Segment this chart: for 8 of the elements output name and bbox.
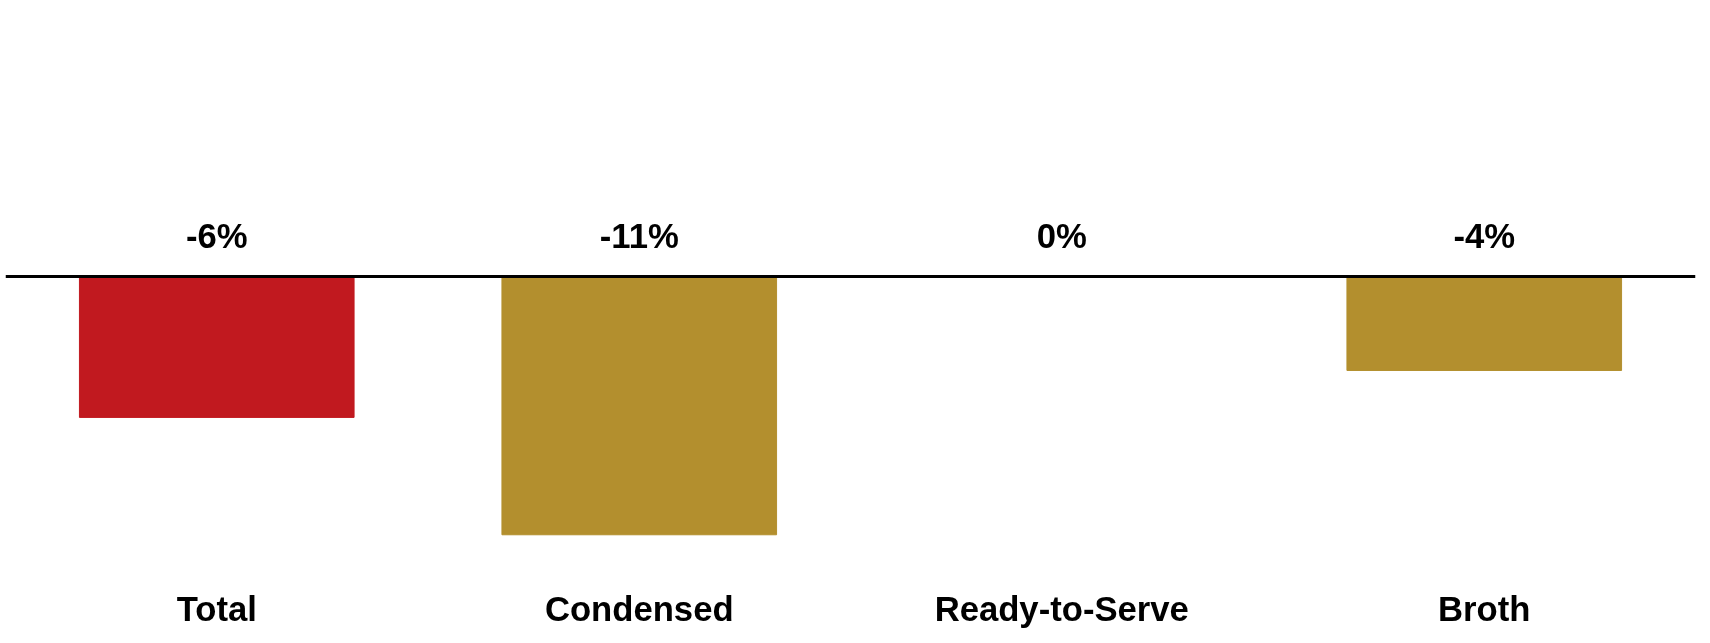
- x-tick-label: Total: [176, 589, 257, 628]
- data-label: -6%: [185, 216, 248, 255]
- data-label: 0%: [1036, 216, 1087, 255]
- x-tick-label: Ready-to-Serve: [934, 589, 1189, 628]
- data-label: -4%: [1453, 216, 1516, 255]
- data-label: -11%: [599, 216, 679, 255]
- x-tick-label: Condensed: [544, 589, 734, 628]
- x-tick-label: Broth: [1438, 589, 1531, 628]
